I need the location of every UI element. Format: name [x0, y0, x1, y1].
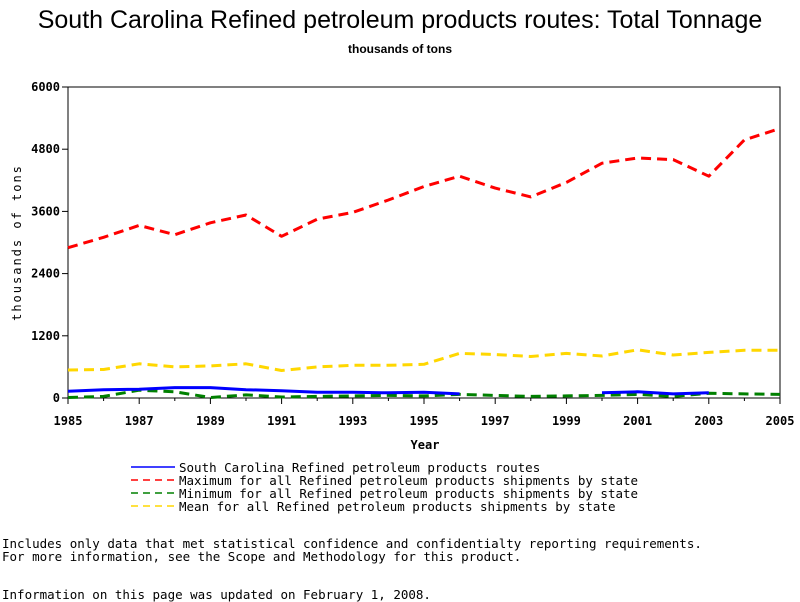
x-tick-label: 2003	[694, 414, 723, 428]
series-line-maximum-for-all-refined-petroleum-products-shipments-by-state	[67, 127, 781, 250]
x-tick-label: 1989	[196, 414, 225, 428]
y-tick-label: 4800	[31, 142, 60, 156]
y-tick-label: 3600	[31, 204, 60, 218]
series-line-mean-for-all-refined-petroleum-products-shipments-by-state	[67, 348, 780, 372]
x-tick-label: 1993	[338, 414, 367, 428]
legend-label-minimum-for-all-refined-petroleum-products-shipments-by-state: Minimum for all Refined petroleum produc…	[179, 486, 638, 501]
legend-label-south-carolina-refined-petroleum-products-routes: South Carolina Refined petroleum product…	[179, 460, 540, 475]
series-line-south-carolina-refined-petroleum-products-routes	[67, 386, 709, 396]
chart-title: South Carolina Refined petroleum product…	[37, 6, 763, 34]
y-tick-label: 2400	[31, 267, 60, 281]
x-tick-label: 1991	[267, 414, 296, 428]
note-methodology: For more information, see the Scope and …	[2, 549, 522, 564]
x-tick-label: 1985	[54, 414, 83, 428]
legend-label-maximum-for-all-refined-petroleum-products-shipments-by-state: Maximum for all Refined petroleum produc…	[179, 473, 638, 488]
y-tick-label: 0	[53, 391, 60, 405]
note-updated: Information on this page was updated on …	[2, 587, 431, 602]
x-axis: 1985 1987 1989 1991 1993 1995 1997 1999 2001 2003…	[54, 398, 795, 452]
y-axis-label: thousands of tons	[10, 164, 24, 321]
y-tick-label: 6000	[31, 80, 60, 94]
x-axis-label: Year	[411, 438, 440, 452]
x-tick-label: 2001	[623, 414, 652, 428]
legend: South Carolina Refined petroleum product…	[131, 460, 638, 514]
chart-subtitle: thousands of tons	[348, 42, 452, 56]
x-tick-label: 1987	[125, 414, 154, 428]
y-axis: 0 1200 2400 3600 4800 6000 thousands of tons	[10, 80, 68, 405]
series-line-minimum-for-all-refined-petroleum-products-shipments-by-state	[67, 388, 781, 399]
x-tick-label: 1999	[552, 414, 581, 428]
legend-label-mean-for-all-refined-petroleum-products-shipments-by-state: Mean for all Refined petroleum products …	[179, 499, 616, 514]
plot-frame	[67, 86, 781, 399]
series-layer	[67, 127, 781, 399]
x-tick-label: 2005	[766, 414, 795, 428]
plot-area-border	[67, 86, 781, 399]
x-tick-label: 1995	[410, 414, 439, 428]
note-confidentiality: Includes only data that met statistical …	[2, 536, 702, 551]
y-tick-label: 1200	[31, 329, 60, 343]
x-tick-label: 1997	[481, 414, 510, 428]
